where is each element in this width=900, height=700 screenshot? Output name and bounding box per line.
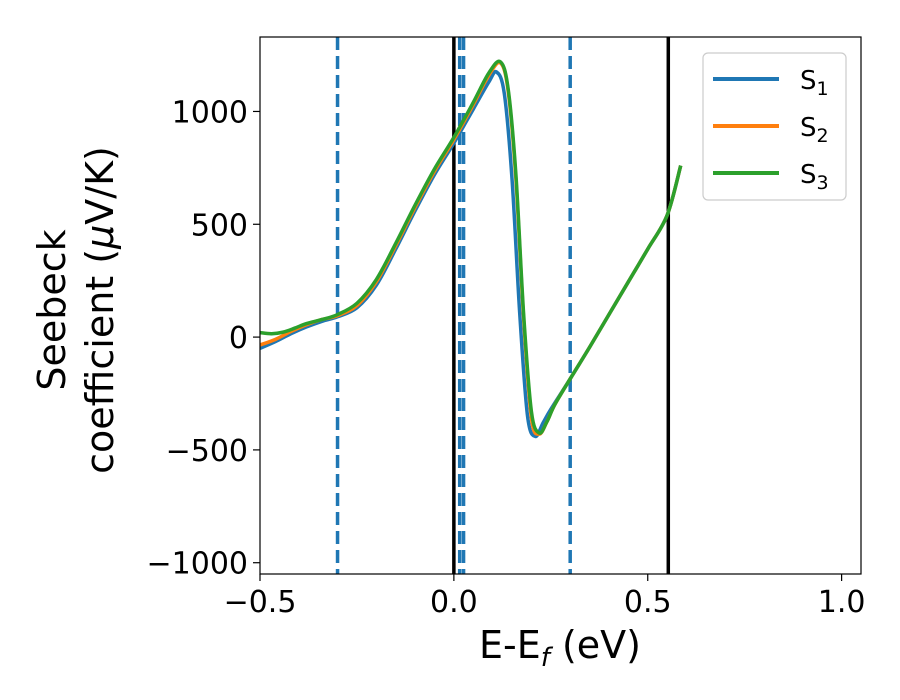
x-tick-label: 0.5 xyxy=(624,585,672,620)
series-line-S3 xyxy=(260,59,683,435)
axes-border xyxy=(259,36,862,575)
x-tick-label: 0.0 xyxy=(430,585,478,620)
y-tick-label: 0 xyxy=(229,321,248,356)
y-tick-label: 500 xyxy=(191,208,248,243)
axes-frame xyxy=(259,36,862,575)
y-axis-ticks: −1000 −500 0 500 1000 xyxy=(147,95,260,582)
y-tick-label: −500 xyxy=(166,434,248,469)
series-lines xyxy=(260,59,683,439)
x-tick-label: 1.0 xyxy=(818,585,866,620)
legend: S1 S2 S3 xyxy=(702,52,847,201)
y-tick-label: −1000 xyxy=(147,547,248,582)
legend-label-S1: S1 xyxy=(800,66,829,100)
y-axis-label-line1: Seebeck xyxy=(30,229,74,390)
y-axis-label-line2: coefficient (μV/K) xyxy=(78,146,122,474)
legend-label-S3: S3 xyxy=(800,160,829,194)
y-tick-label: 1000 xyxy=(172,95,248,130)
y-axis-label: Seebeck coefficient (μV/K) xyxy=(30,146,122,474)
vertical-reference-lines xyxy=(335,37,671,574)
x-tick-label: −0.5 xyxy=(224,585,297,620)
x-axis-label: E-Ef (eV) xyxy=(479,623,641,673)
legend-label-S2: S2 xyxy=(800,113,829,147)
x-axis-ticks: −0.5 0.0 0.5 1.0 xyxy=(224,574,866,620)
